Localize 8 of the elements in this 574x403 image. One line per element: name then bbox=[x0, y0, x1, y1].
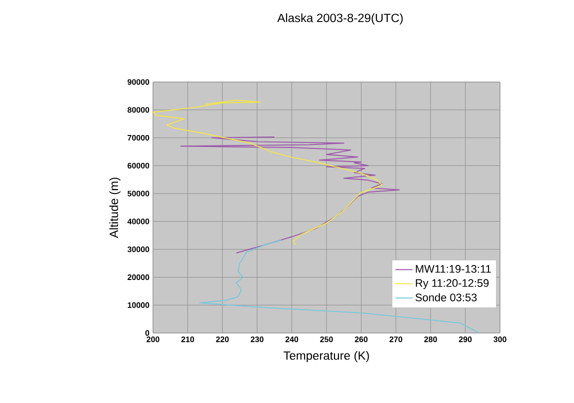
legend-label: MW11:19-13:11 bbox=[416, 265, 491, 273]
x-axis-title: Temperature (K) bbox=[284, 351, 369, 362]
chart-title: Alaska 2003-8-29(UTC) bbox=[277, 13, 403, 25]
legend-label: Ry 11:20-12:59 bbox=[416, 279, 489, 290]
legend-label: Sonde 03:53 bbox=[416, 293, 477, 302]
line-series bbox=[153, 100, 383, 246]
y-axis-title: Altitude (m) bbox=[109, 178, 120, 238]
line-series bbox=[180, 136, 400, 254]
